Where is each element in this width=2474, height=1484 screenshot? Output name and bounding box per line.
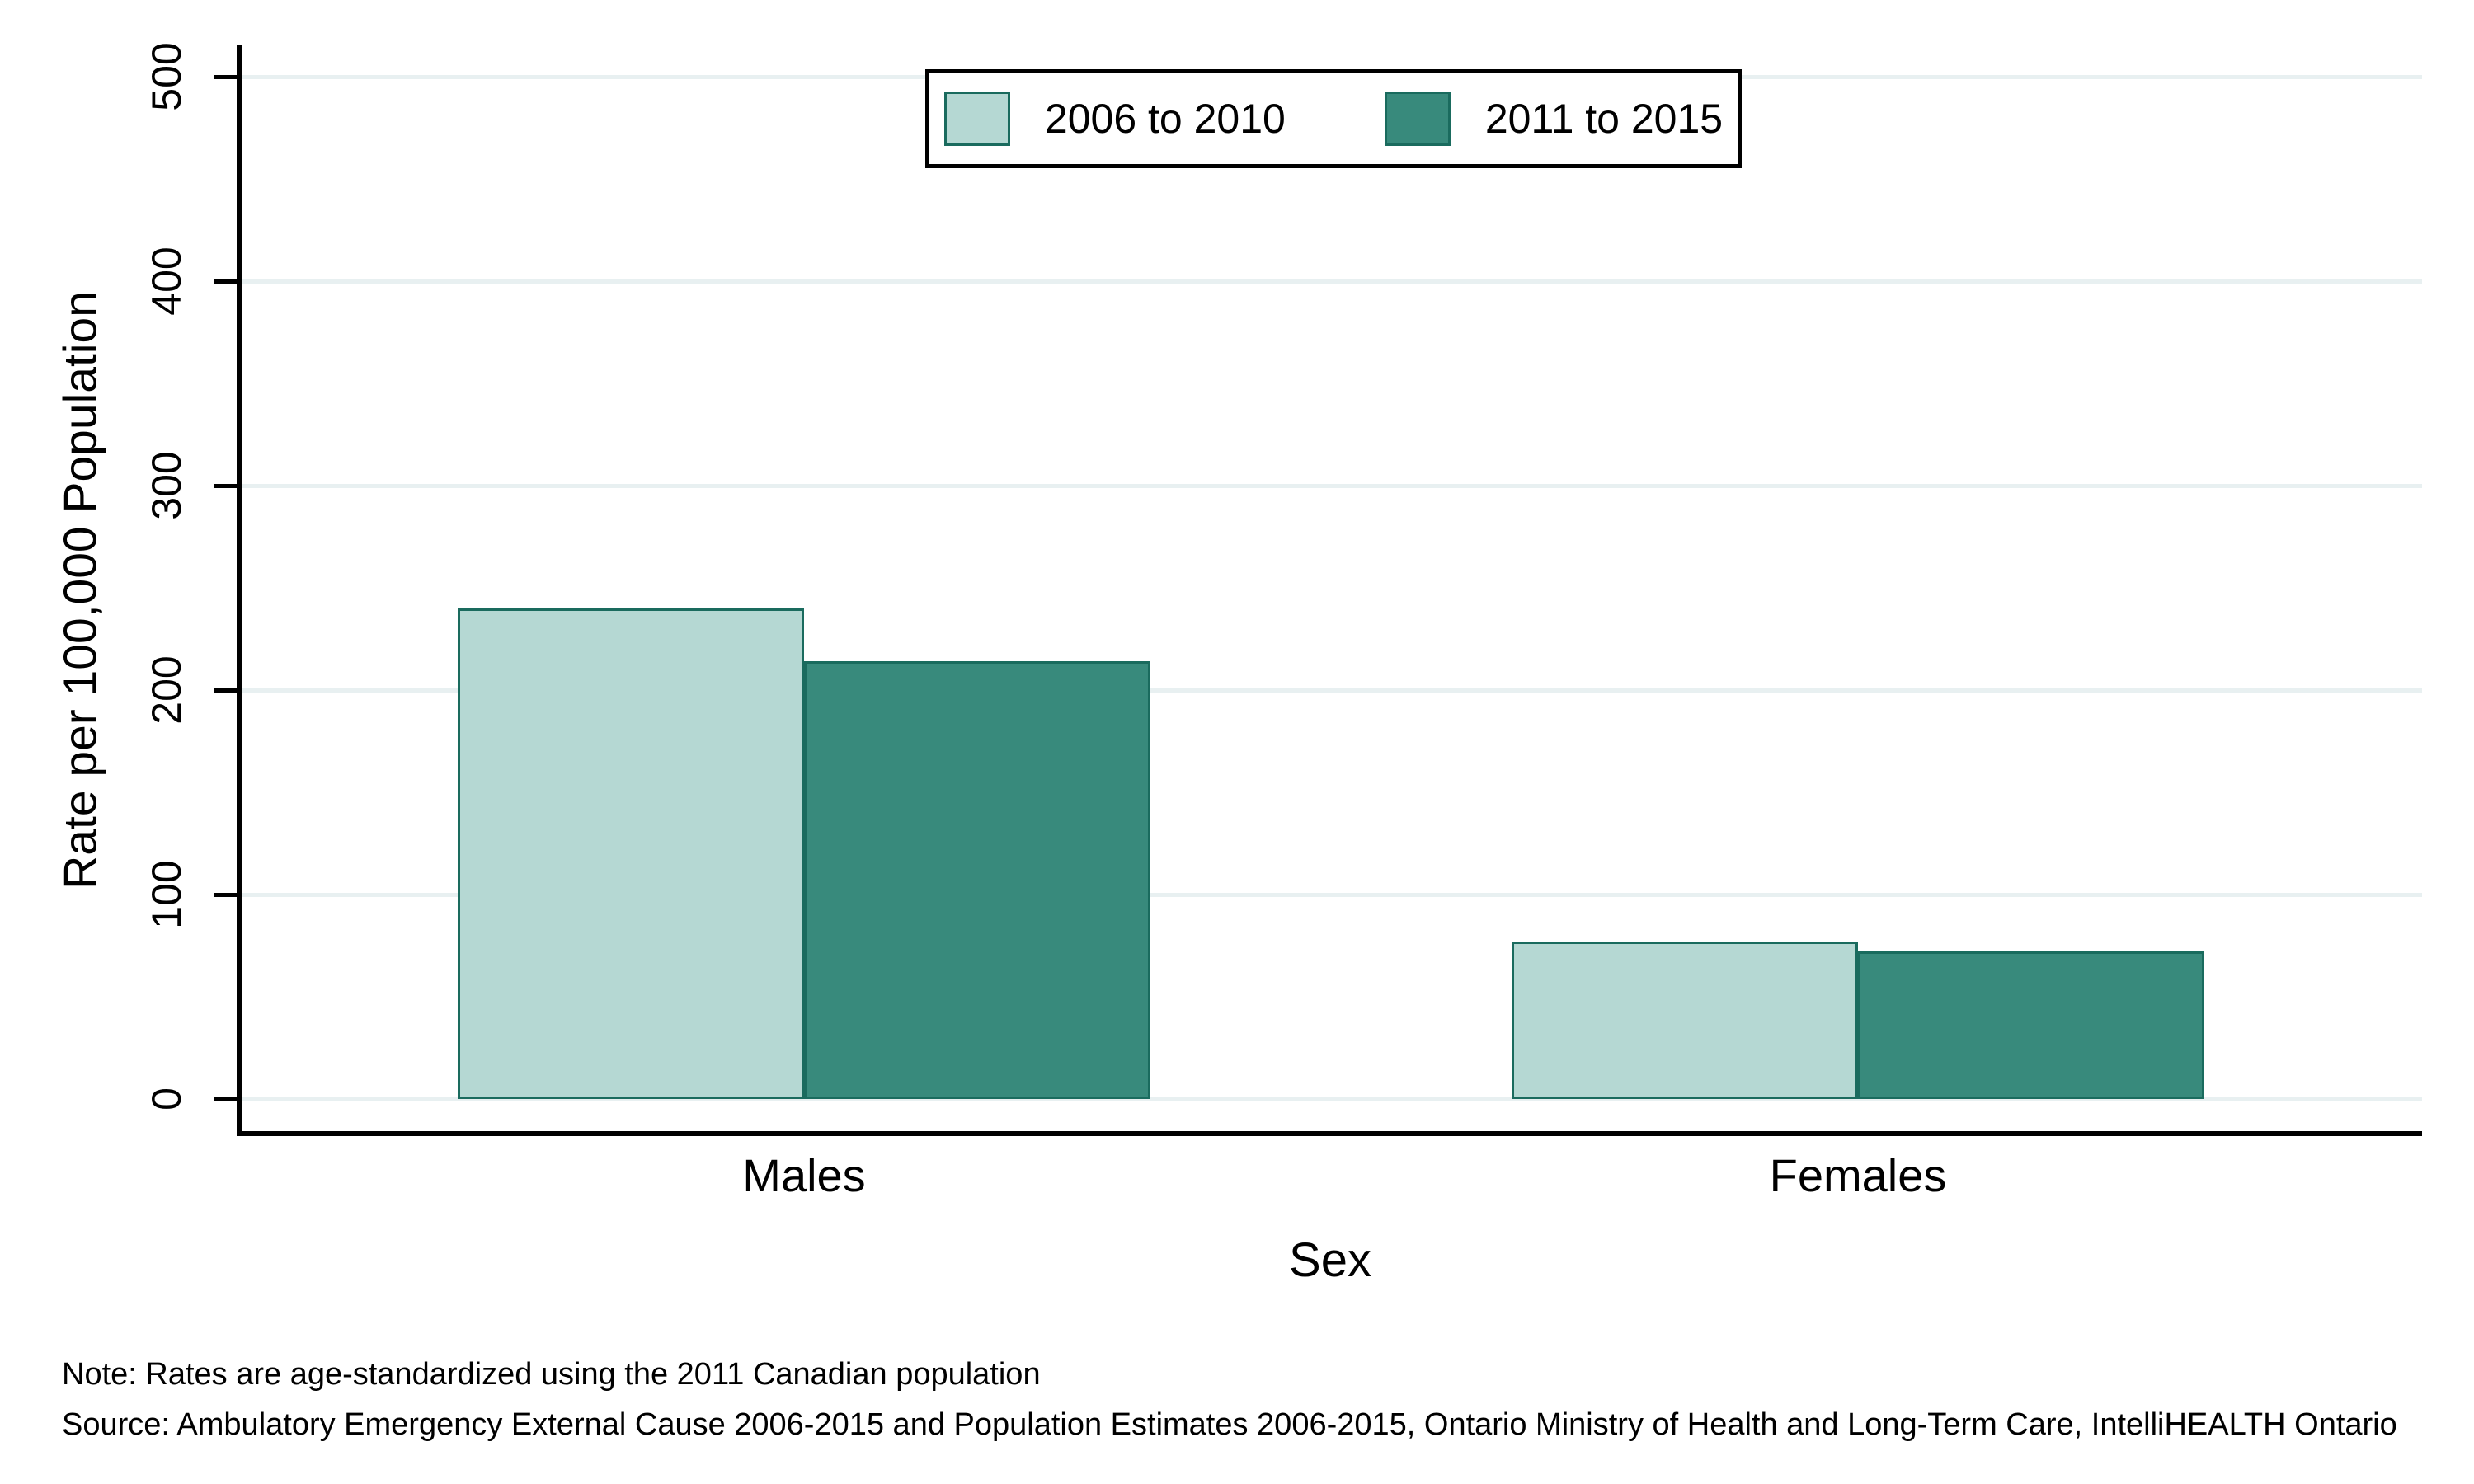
legend-label-1: 2011 to 2015 bbox=[1484, 96, 1724, 142]
y-tick-200 bbox=[214, 688, 239, 693]
y-gridline-400 bbox=[239, 279, 2422, 284]
legend: 2006 to 2010 2011 to 2015 bbox=[925, 69, 1742, 168]
note-line: Note: Rates are age-standardized using t… bbox=[62, 1357, 1041, 1392]
y-axis-line bbox=[237, 45, 242, 1136]
x-axis-title: Sex bbox=[1289, 1233, 1371, 1287]
y-gridline-200 bbox=[239, 688, 2422, 693]
legend-label-0: 2006 to 2010 bbox=[1044, 96, 1286, 142]
legend-swatch-1 bbox=[1384, 92, 1451, 146]
y-gridline-100 bbox=[239, 893, 2422, 897]
y-gridline-300 bbox=[239, 484, 2422, 488]
y-tick-500 bbox=[214, 75, 239, 79]
y-tick-label-200: 200 bbox=[143, 655, 190, 725]
bar-males-series-1 bbox=[804, 661, 1150, 1099]
category-label-females: Females bbox=[1769, 1149, 1947, 1201]
y-tick-0 bbox=[214, 1097, 239, 1101]
legend-item-0: 2006 to 2010 bbox=[943, 92, 1286, 146]
legend-swatch-0 bbox=[943, 92, 1010, 146]
y-tick-label-500: 500 bbox=[143, 42, 190, 111]
source-line: Source: Ambulatory Emergency External Ca… bbox=[62, 1407, 2397, 1442]
y-gridline-0 bbox=[239, 1097, 2422, 1101]
y-tick-300 bbox=[214, 484, 239, 488]
y-tick-label-400: 400 bbox=[143, 247, 190, 316]
bar-females-series-1 bbox=[1858, 951, 2204, 1099]
bar-females-series-0 bbox=[1512, 942, 1858, 1099]
y-tick-label-0: 0 bbox=[143, 1087, 190, 1111]
y-axis-title: Rate per 100,000 Population bbox=[54, 291, 107, 890]
category-label-males: Males bbox=[742, 1149, 866, 1201]
x-axis-line bbox=[237, 1131, 2422, 1136]
y-tick-label-300: 300 bbox=[143, 451, 190, 520]
legend-item-1: 2011 to 2015 bbox=[1384, 92, 1724, 146]
bar-males-series-0 bbox=[458, 608, 804, 1099]
y-tick-400 bbox=[214, 279, 239, 284]
y-tick-label-100: 100 bbox=[143, 860, 190, 929]
y-tick-100 bbox=[214, 893, 239, 897]
